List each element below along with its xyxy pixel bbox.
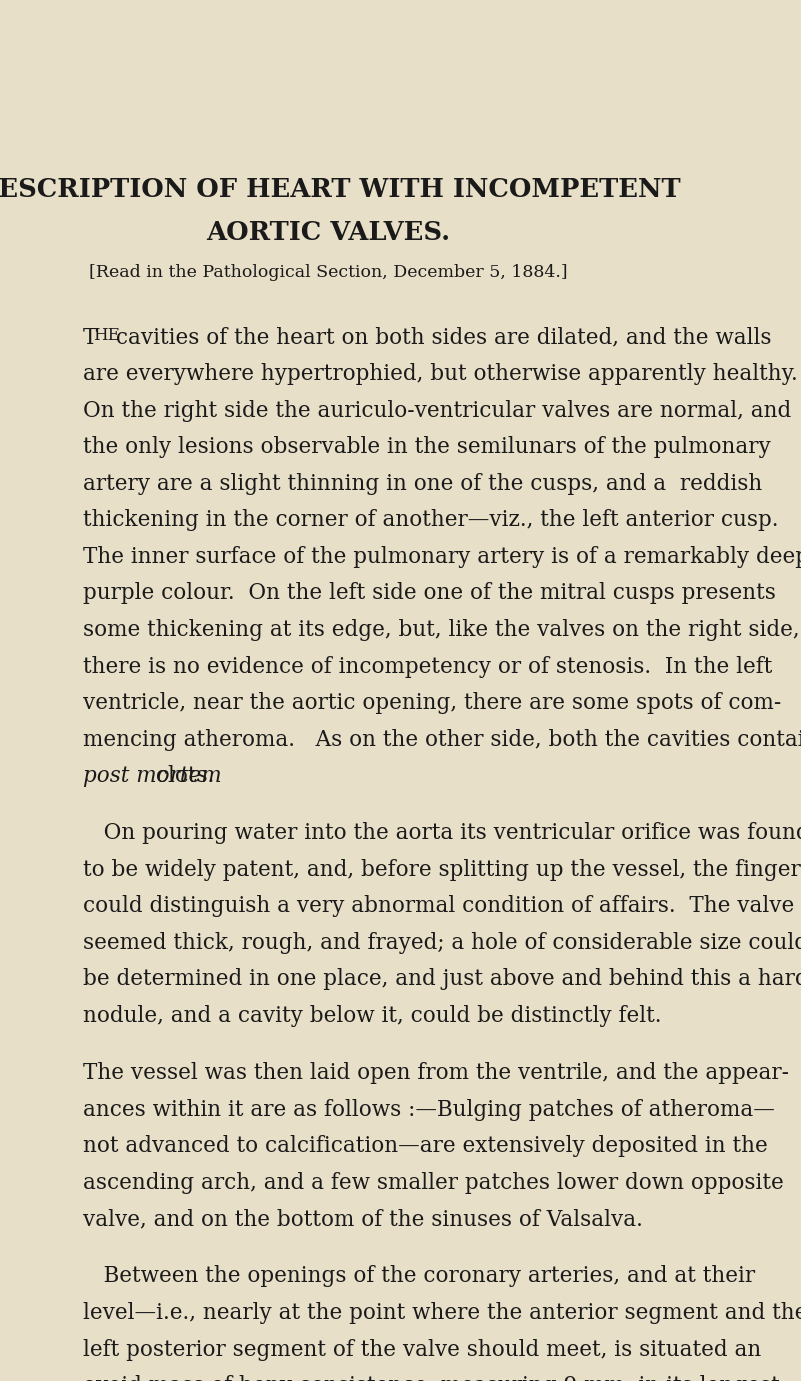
- Text: ascending arch, and a few smaller patches lower down opposite: ascending arch, and a few smaller patche…: [83, 1171, 784, 1193]
- Text: T: T: [83, 327, 98, 348]
- Text: there is no evidence of incompetency or of stenosis.  In the left: there is no evidence of incompetency or …: [83, 656, 773, 678]
- Text: mencing atheroma.   As on the other side, both the cavities contained: mencing atheroma. As on the other side, …: [83, 729, 801, 751]
- Text: On the right side the auriculo-ventricular valves are normal, and: On the right side the auriculo-ventricul…: [83, 399, 791, 421]
- Text: cavities of the heart on both sides are dilated, and the walls: cavities of the heart on both sides are …: [109, 327, 771, 348]
- Text: HE: HE: [93, 327, 120, 344]
- Text: ventricle, near the aortic opening, there are some spots of com-: ventricle, near the aortic opening, ther…: [83, 692, 782, 714]
- Text: Between the openings of the coronary arteries, and at their: Between the openings of the coronary art…: [83, 1265, 755, 1287]
- Text: be determined in one place, and just above and behind this a hard: be determined in one place, and just abo…: [83, 968, 801, 990]
- Text: [Read in the Pathological Section, December 5, 1884.]: [Read in the Pathological Section, Decem…: [89, 264, 568, 280]
- Text: purple colour.  On the left side one of the mitral cusps presents: purple colour. On the left side one of t…: [83, 583, 776, 605]
- Text: ances within it are as follows :—Bulging patches of atheroma—: ances within it are as follows :—Bulging…: [83, 1099, 775, 1120]
- Text: could distinguish a very abnormal condition of affairs.  The valve: could distinguish a very abnormal condit…: [83, 895, 795, 917]
- Text: not advanced to calcification—are extensively deposited in the: not advanced to calcification—are extens…: [83, 1135, 768, 1157]
- Text: post mortem: post mortem: [83, 765, 222, 787]
- Text: clots.: clots.: [149, 765, 215, 787]
- Text: DESCRIPTION OF HEART WITH INCOMPETENT: DESCRIPTION OF HEART WITH INCOMPETENT: [0, 177, 681, 202]
- Text: to be widely patent, and, before splitting up the vessel, the finger: to be widely patent, and, before splitti…: [83, 859, 801, 881]
- Text: seemed thick, rough, and frayed; a hole of considerable size could: seemed thick, rough, and frayed; a hole …: [83, 932, 801, 954]
- Text: are everywhere hypertrophied, but otherwise apparently healthy.: are everywhere hypertrophied, but otherw…: [83, 363, 798, 385]
- Text: AORTIC VALVES.: AORTIC VALVES.: [207, 221, 451, 246]
- Text: left posterior segment of the valve should meet, is situated an: left posterior segment of the valve shou…: [83, 1338, 762, 1360]
- Text: thickening in the corner of another—viz., the left anterior cusp.: thickening in the corner of another—viz.…: [83, 510, 779, 532]
- Text: the only lesions observable in the semilunars of the pulmonary: the only lesions observable in the semil…: [83, 436, 771, 458]
- Text: The inner surface of the pulmonary artery is of a remarkably deep: The inner surface of the pulmonary arter…: [83, 545, 801, 568]
- Text: ovoid mass of bony consistence, measuring 9 mm. in its longest,: ovoid mass of bony consistence, measurin…: [83, 1375, 787, 1381]
- Text: level—i.e., nearly at the point where the anterior segment and the: level—i.e., nearly at the point where th…: [83, 1302, 801, 1324]
- Text: valve, and on the bottom of the sinuses of Valsalva.: valve, and on the bottom of the sinuses …: [83, 1208, 643, 1230]
- Text: artery are a slight thinning in one of the cusps, and a  reddish: artery are a slight thinning in one of t…: [83, 472, 763, 494]
- Text: nodule, and a cavity below it, could be distinctly felt.: nodule, and a cavity below it, could be …: [83, 1005, 662, 1027]
- Text: some thickening at its edge, but, like the valves on the right side,: some thickening at its edge, but, like t…: [83, 619, 800, 641]
- Text: The vessel was then laid open from the ventrile, and the appear-: The vessel was then laid open from the v…: [83, 1062, 789, 1084]
- Text: On pouring water into the aorta its ventricular orifice was found: On pouring water into the aorta its vent…: [83, 822, 801, 844]
